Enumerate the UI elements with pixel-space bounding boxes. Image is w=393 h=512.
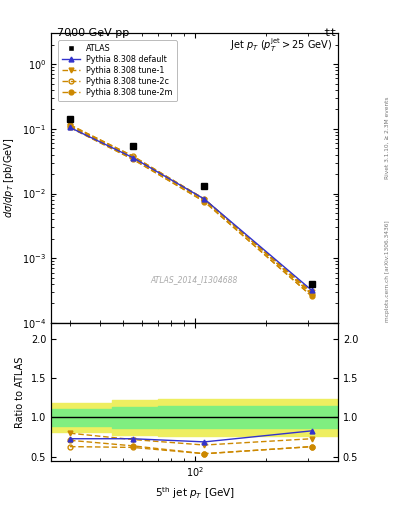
Text: Jet $p_T$ ($p_T^{\rm jet}>$25 GeV): Jet $p_T$ ($p_T^{\rm jet}>$25 GeV) (230, 36, 332, 54)
Pythia 8.308 tune-2c (68, 122, 72, 128)
Pythia 8.308 default (202, 196, 207, 202)
Pythia 8.308 tune-2m (202, 199, 207, 205)
Pythia 8.308 tune-1 (130, 155, 135, 161)
ATLAS (309, 281, 314, 287)
X-axis label: $5^{\rm th}$ jet $p_T$ [GeV]: $5^{\rm th}$ jet $p_T$ [GeV] (154, 485, 235, 501)
Line: Pythia 8.308 default: Pythia 8.308 default (68, 125, 314, 293)
Pythia 8.308 tune-2c (130, 153, 135, 159)
Pythia 8.308 default (130, 155, 135, 161)
Line: Pythia 8.308 tune-2c: Pythia 8.308 tune-2c (68, 122, 314, 296)
Y-axis label: Ratio to ATLAS: Ratio to ATLAS (15, 356, 25, 428)
Line: Pythia 8.308 tune-1: Pythia 8.308 tune-1 (68, 124, 314, 294)
Line: Pythia 8.308 tune-2m: Pythia 8.308 tune-2m (68, 125, 314, 298)
ATLAS (68, 116, 72, 122)
Pythia 8.308 default (309, 287, 314, 293)
Text: mcplots.cern.ch [arXiv:1306.3436]: mcplots.cern.ch [arXiv:1306.3436] (385, 221, 390, 322)
Line: ATLAS: ATLAS (66, 116, 315, 287)
Text: Rivet 3.1.10, ≥ 2.3M events: Rivet 3.1.10, ≥ 2.3M events (385, 97, 390, 180)
Pythia 8.308 tune-2m (309, 293, 314, 299)
Text: ATLAS_2014_I1304688: ATLAS_2014_I1304688 (151, 275, 238, 284)
ATLAS (202, 183, 207, 189)
Pythia 8.308 tune-2m (68, 124, 72, 131)
Pythia 8.308 tune-2c (309, 291, 314, 297)
Pythia 8.308 tune-1 (68, 123, 72, 129)
Text: 7000 GeV pp: 7000 GeV pp (57, 28, 129, 38)
Text: tt: tt (324, 28, 337, 38)
Pythia 8.308 tune-2m (130, 156, 135, 162)
Pythia 8.308 tune-1 (202, 197, 207, 203)
Pythia 8.308 default (68, 124, 72, 131)
Y-axis label: $d\sigma/dp_T$ [pb/GeV]: $d\sigma/dp_T$ [pb/GeV] (2, 138, 17, 218)
Pythia 8.308 tune-2c (202, 196, 207, 202)
ATLAS (130, 142, 135, 148)
Pythia 8.308 tune-1 (309, 289, 314, 295)
Legend: ATLAS, Pythia 8.308 default, Pythia 8.308 tune-1, Pythia 8.308 tune-2c, Pythia 8: ATLAS, Pythia 8.308 default, Pythia 8.30… (58, 40, 177, 101)
